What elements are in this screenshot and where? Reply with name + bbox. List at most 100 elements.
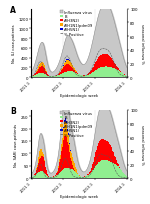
Bar	[78, 175, 79, 178]
Y-axis label: No. ILI case-patients: No. ILI case-patients	[12, 24, 16, 63]
Bar	[114, 69, 115, 78]
Bar	[95, 166, 96, 178]
Bar	[61, 151, 62, 171]
Bar	[106, 55, 107, 67]
Bar	[59, 159, 60, 162]
Bar	[109, 144, 110, 161]
Bar	[91, 70, 92, 73]
Bar	[47, 75, 48, 76]
Bar	[72, 157, 73, 165]
Bar	[115, 158, 116, 164]
Bar	[59, 173, 60, 178]
Bar	[84, 177, 85, 178]
Bar	[119, 71, 120, 72]
Bar	[103, 160, 104, 178]
Bar	[46, 170, 47, 175]
Bar	[72, 66, 73, 69]
Bar	[42, 63, 43, 67]
Bar	[99, 162, 100, 178]
Bar	[125, 76, 126, 78]
Bar	[95, 153, 96, 166]
Bar	[43, 172, 44, 178]
Bar	[102, 139, 103, 160]
Bar	[97, 70, 98, 78]
Bar	[56, 76, 57, 78]
Bar	[69, 152, 70, 169]
Bar	[86, 76, 87, 78]
Bar	[72, 69, 73, 72]
Bar	[105, 160, 106, 178]
Bar	[107, 141, 108, 160]
Bar	[80, 176, 81, 178]
Bar	[96, 62, 97, 70]
Bar	[61, 70, 62, 71]
Bar	[91, 172, 92, 178]
Bar	[104, 160, 105, 178]
Y-axis label: seasonal influenza %: seasonal influenza %	[140, 124, 144, 164]
Bar	[94, 72, 95, 78]
Bar	[98, 69, 99, 78]
Bar	[67, 72, 68, 78]
Bar	[58, 167, 59, 168]
Bar	[71, 67, 72, 72]
Bar	[104, 67, 105, 78]
Bar	[53, 177, 54, 178]
Bar	[111, 68, 112, 78]
Bar	[47, 74, 48, 75]
Bar	[77, 73, 78, 74]
Bar	[105, 55, 106, 67]
Bar	[117, 163, 118, 166]
Bar	[67, 131, 68, 142]
Bar	[114, 64, 115, 69]
Bar	[55, 76, 56, 78]
Bar	[72, 165, 73, 170]
Bar	[97, 60, 98, 70]
Bar	[126, 76, 127, 78]
Bar	[115, 64, 116, 69]
Bar	[41, 63, 42, 67]
Bar	[72, 72, 73, 78]
Bar	[68, 168, 69, 178]
Bar	[75, 167, 76, 172]
Bar	[63, 73, 64, 78]
Bar	[36, 72, 37, 75]
Bar	[98, 163, 99, 178]
Bar	[37, 165, 38, 167]
Bar	[112, 163, 113, 178]
Bar	[37, 72, 38, 74]
Bar	[48, 176, 49, 177]
Bar	[49, 77, 50, 78]
Bar	[34, 76, 35, 78]
Bar	[70, 169, 71, 178]
Bar	[41, 156, 42, 172]
Bar	[105, 67, 106, 78]
Bar	[64, 120, 65, 122]
Bar	[56, 173, 57, 175]
Bar	[40, 172, 41, 178]
Bar	[47, 175, 48, 176]
Bar	[87, 175, 88, 178]
Bar	[99, 142, 100, 162]
Bar	[45, 75, 46, 78]
Bar	[44, 161, 45, 173]
Bar	[40, 67, 41, 74]
Legend: Influenza virus, B, A(H3N2), A(H1N1)pdm09, A(H5N1), % Positive: Influenza virus, B, A(H3N2), A(H1N1)pdm0…	[60, 10, 94, 37]
Bar	[116, 70, 117, 78]
Bar	[43, 155, 44, 157]
Bar	[76, 74, 77, 78]
Bar	[40, 64, 41, 68]
Bar	[50, 77, 51, 78]
Bar	[57, 76, 58, 78]
Bar	[54, 176, 55, 177]
Bar	[91, 73, 92, 78]
Bar	[71, 169, 72, 178]
Bar	[67, 168, 68, 178]
Bar	[63, 141, 64, 169]
Bar	[61, 171, 62, 178]
Bar	[90, 72, 91, 74]
Bar	[76, 174, 77, 178]
Bar	[46, 71, 47, 72]
Bar	[114, 156, 115, 164]
Bar	[62, 74, 63, 78]
Bar	[39, 65, 40, 68]
